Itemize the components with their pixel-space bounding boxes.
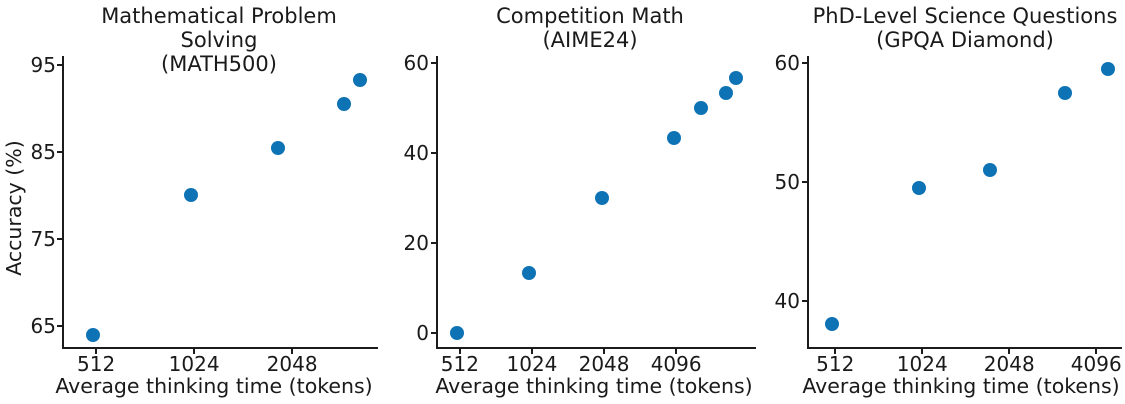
y-tick-mark xyxy=(802,180,807,183)
data-point xyxy=(1101,62,1116,77)
x-tick-mark xyxy=(1008,349,1011,354)
data-point xyxy=(183,188,198,203)
plot-title: Mathematical Problem Solving (MATH500) xyxy=(63,4,375,76)
x-spine xyxy=(436,347,756,349)
plot-title-line1: Mathematical Problem Solving xyxy=(101,4,337,52)
x-tick-label: 512 xyxy=(77,352,116,376)
data-point xyxy=(693,100,708,115)
data-point xyxy=(85,327,100,342)
x-tick-label: 512 xyxy=(440,352,479,376)
x-spine xyxy=(62,347,378,349)
y-tick-label: 60 xyxy=(774,51,800,76)
x-axis-label: Average thinking time (tokens) xyxy=(435,374,753,398)
plot-title-line2: (MATH500) xyxy=(161,52,277,76)
y-spine xyxy=(62,56,64,349)
y-spine xyxy=(807,56,809,349)
x-tick-mark xyxy=(675,349,678,354)
y-tick-mark xyxy=(802,62,807,65)
data-point xyxy=(729,70,744,85)
y-tick-mark xyxy=(57,150,62,153)
y-tick-label: 85 xyxy=(30,139,56,164)
y-tick-label: 75 xyxy=(30,227,56,252)
x-tick-label: 2048 xyxy=(266,352,318,376)
x-tick-label: 2048 xyxy=(578,352,630,376)
x-tick-label: 4096 xyxy=(1070,352,1122,376)
y-tick-label: 40 xyxy=(403,141,429,165)
y-tick-mark xyxy=(431,61,436,64)
y-tick-mark xyxy=(57,325,62,328)
data-point xyxy=(594,191,609,206)
x-axis-label: Average thinking time (tokens) xyxy=(802,374,1120,398)
x-tick-label: 1024 xyxy=(506,352,558,376)
plot-title-line2: (AIME24) xyxy=(542,28,638,52)
data-point xyxy=(270,140,285,155)
y-tick-mark xyxy=(431,332,436,335)
data-point xyxy=(336,96,351,111)
x-tick-mark xyxy=(458,349,461,354)
x-tick-mark xyxy=(1095,349,1098,354)
x-tick-mark xyxy=(603,349,606,354)
data-point xyxy=(718,85,733,100)
data-point xyxy=(982,163,997,178)
data-point xyxy=(522,266,537,281)
x-tick-label: 1024 xyxy=(168,352,220,376)
y-tick-mark xyxy=(431,152,436,154)
data-point xyxy=(1058,85,1073,100)
y-tick-mark xyxy=(431,242,436,245)
y-tick-label: 0 xyxy=(416,321,429,346)
y-tick-mark xyxy=(57,238,62,241)
data-point xyxy=(666,131,681,146)
y-tick-label: 95 xyxy=(30,52,56,77)
data-point xyxy=(450,326,465,341)
x-tick-label: 2048 xyxy=(983,352,1035,376)
data-point xyxy=(912,180,927,195)
plot-title: PhD-Level Science Questions (GPQA Diamon… xyxy=(805,4,1125,52)
plot-title-line1: PhD-Level Science Questions xyxy=(812,4,1118,28)
y-spine xyxy=(436,56,438,349)
data-point xyxy=(825,317,840,332)
x-tick-mark xyxy=(291,349,294,354)
y-tick-label: 50 xyxy=(774,169,800,194)
y-tick-mark xyxy=(57,63,62,66)
y-tick-label: 65 xyxy=(30,314,56,339)
x-tick-mark xyxy=(921,349,924,354)
data-point xyxy=(352,73,367,88)
x-tick-mark xyxy=(193,349,196,354)
x-tick-mark xyxy=(95,349,98,354)
x-tick-mark xyxy=(834,349,837,354)
x-tick-mark xyxy=(530,349,533,354)
x-spine xyxy=(807,347,1122,349)
x-tick-label: 512 xyxy=(816,352,855,376)
y-tick-label: 60 xyxy=(403,50,429,75)
x-tick-label: 4096 xyxy=(650,352,702,376)
x-tick-label: 1024 xyxy=(896,352,948,376)
plot-title-line2: (GPQA Diamond) xyxy=(876,28,1054,52)
plot-title: Competition Math (AIME24) xyxy=(430,4,750,52)
x-axis-label: Average thinking time (tokens) xyxy=(55,374,373,398)
y-tick-label: 20 xyxy=(403,231,429,256)
plot-title-line1: Competition Math xyxy=(496,4,684,28)
y-tick-label: 40 xyxy=(774,288,800,313)
y-tick-mark xyxy=(802,299,807,302)
